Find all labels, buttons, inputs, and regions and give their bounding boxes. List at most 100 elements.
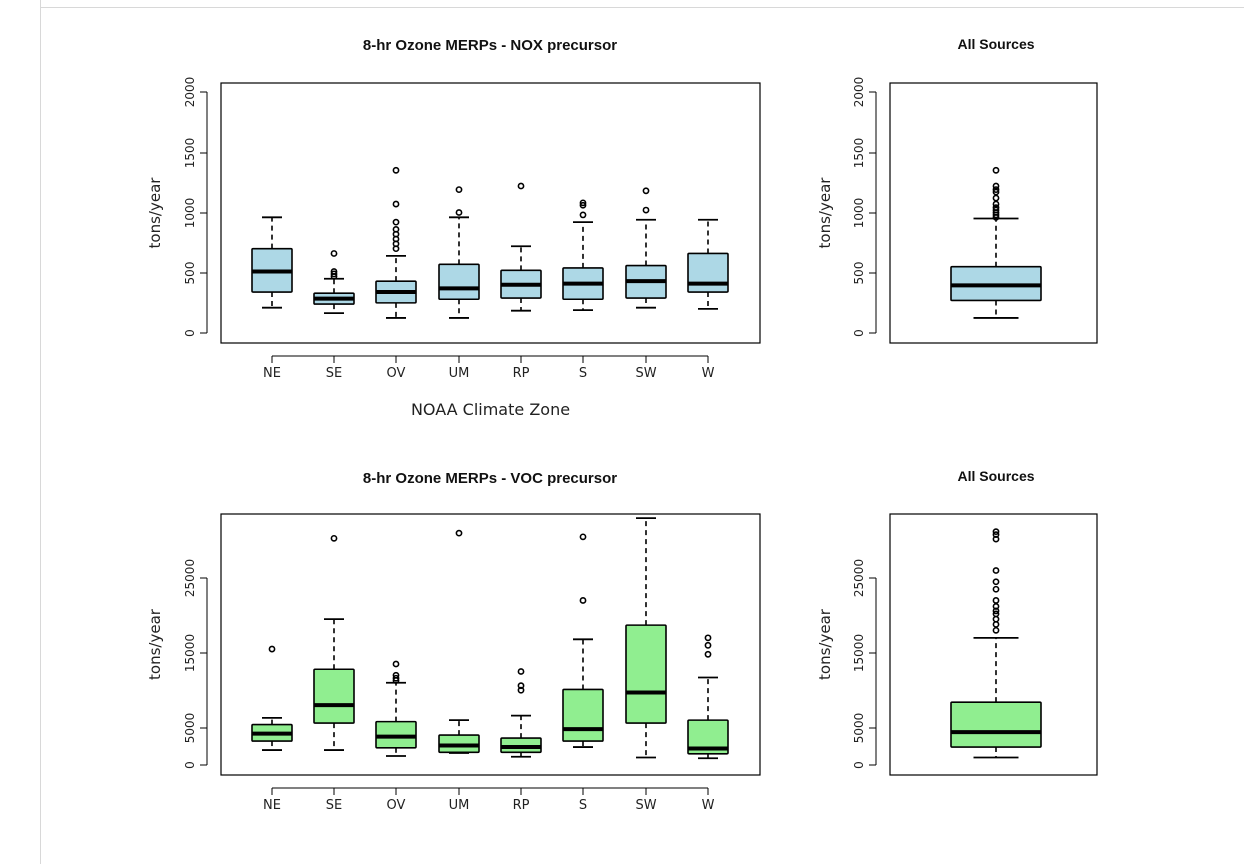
box-rp <box>500 182 542 312</box>
outlier-point <box>992 626 1000 634</box>
y-tick-label: 0 <box>183 329 197 337</box>
outlier-point <box>992 531 1000 539</box>
iqr-box <box>687 252 729 293</box>
box-sw <box>625 187 667 309</box>
box-s <box>562 533 604 748</box>
plot-frame <box>889 513 1098 776</box>
x-tick-label: SE <box>326 366 342 381</box>
top-divider <box>40 0 1244 8</box>
x-tick-label: SE <box>326 798 342 813</box>
box-ne <box>251 645 293 751</box>
iqr-box <box>313 668 355 724</box>
y-tick-label: 0 <box>852 761 866 769</box>
x-tick-label: W <box>702 366 715 381</box>
outlier-point <box>642 206 650 214</box>
y-tick-label: 15000 <box>852 634 866 672</box>
box-sw <box>625 517 667 759</box>
voc-all-panel: All Sources 0 5000 15000 25000 tons/year <box>816 468 1098 776</box>
outlier-point <box>992 204 1000 212</box>
box-w <box>687 634 729 760</box>
x-tick-label: SW <box>635 366 656 381</box>
y-tick-label: 500 <box>852 262 866 285</box>
box-ne <box>251 216 293 309</box>
y-tick-label: 2000 <box>852 77 866 108</box>
outlier-point <box>992 528 1000 536</box>
outlier-point <box>704 650 712 658</box>
nox-zones-panel: 8-hr Ozone MERPs - NOX precursor 0 500 1000… <box>146 37 761 419</box>
outlier-point <box>517 682 525 690</box>
y-axis-title: tons/year <box>816 608 834 680</box>
outlier-point <box>579 211 587 219</box>
outlier-point <box>579 597 587 604</box>
outlier-point <box>992 615 1000 623</box>
outlier-point <box>330 534 338 542</box>
outlier-point <box>455 186 463 194</box>
left-divider <box>40 0 41 864</box>
box-s <box>562 199 604 312</box>
outlier-point <box>992 585 1000 593</box>
outlier-point <box>992 578 1000 586</box>
outlier-point <box>330 270 338 278</box>
plot-frame <box>220 513 761 776</box>
outlier-point <box>330 250 338 257</box>
outlier-point <box>992 182 1000 190</box>
outlier-point <box>992 597 1000 604</box>
outlier-point <box>579 533 587 541</box>
box-um <box>438 529 480 754</box>
box-all <box>950 528 1042 759</box>
y-tick-label: 0 <box>852 329 866 337</box>
outlier-point <box>992 194 1000 202</box>
x-tick-label: W <box>702 798 715 813</box>
x-tick-label: UM <box>449 798 470 813</box>
outlier-point <box>992 166 1000 174</box>
iqr-box <box>625 624 667 724</box>
box-se <box>313 250 355 315</box>
outlier-point <box>992 188 1000 196</box>
y-tick-label: 25000 <box>183 559 197 597</box>
outlier-point <box>704 634 712 642</box>
chart-title: 8-hr Ozone MERPs - VOC precursor <box>363 470 617 487</box>
outlier-point <box>455 529 463 537</box>
outlier-point <box>704 641 712 649</box>
x-tick-label: UM <box>449 366 470 381</box>
outlier-point <box>392 660 400 668</box>
y-tick-label: 5000 <box>852 713 866 744</box>
iqr-box <box>950 701 1042 748</box>
x-tick-label: S <box>579 798 587 813</box>
y-tick-label: 1500 <box>852 138 866 169</box>
voc-zones-panel: 8-hr Ozone MERPs - VOC precursor 0 5000 150… <box>146 470 761 813</box>
outlier-point <box>992 567 1000 574</box>
box-w <box>687 218 729 310</box>
y-tick-label: 2000 <box>183 77 197 108</box>
x-tick-label: OV <box>387 366 406 381</box>
chart-title: All Sources <box>957 468 1034 484</box>
iqr-box <box>687 719 729 755</box>
x-tick-label: NE <box>263 798 281 813</box>
x-tick-label: OV <box>387 798 406 813</box>
box-um <box>438 186 480 319</box>
outlier-point <box>392 674 400 682</box>
y-tick-label: 15000 <box>183 634 197 672</box>
outlier-point <box>992 200 1000 208</box>
nox-all-panel: All Sources 0 500 1000 1500 2000 tons/year <box>816 36 1098 344</box>
outlier-point <box>642 187 650 195</box>
outlier-point <box>992 603 1000 610</box>
iqr-box <box>438 263 480 301</box>
chart-title: All Sources <box>957 36 1034 52</box>
x-tick-label: RP <box>513 366 530 381</box>
outlier-point <box>455 209 463 216</box>
outlier-point <box>392 166 400 174</box>
x-tick-label: SW <box>635 798 656 813</box>
outlier-point <box>579 201 587 209</box>
outlier-point <box>992 610 1000 618</box>
y-axis-title: tons/year <box>146 177 164 249</box>
y-tick-label: 1500 <box>183 138 197 169</box>
y-tick-label: 25000 <box>852 559 866 597</box>
y-tick-label: 1000 <box>183 198 197 229</box>
outlier-point <box>392 200 400 208</box>
box-rp <box>500 668 542 758</box>
plot-frame <box>889 82 1098 344</box>
y-tick-label: 0 <box>183 761 197 769</box>
outlier-point <box>579 199 587 207</box>
